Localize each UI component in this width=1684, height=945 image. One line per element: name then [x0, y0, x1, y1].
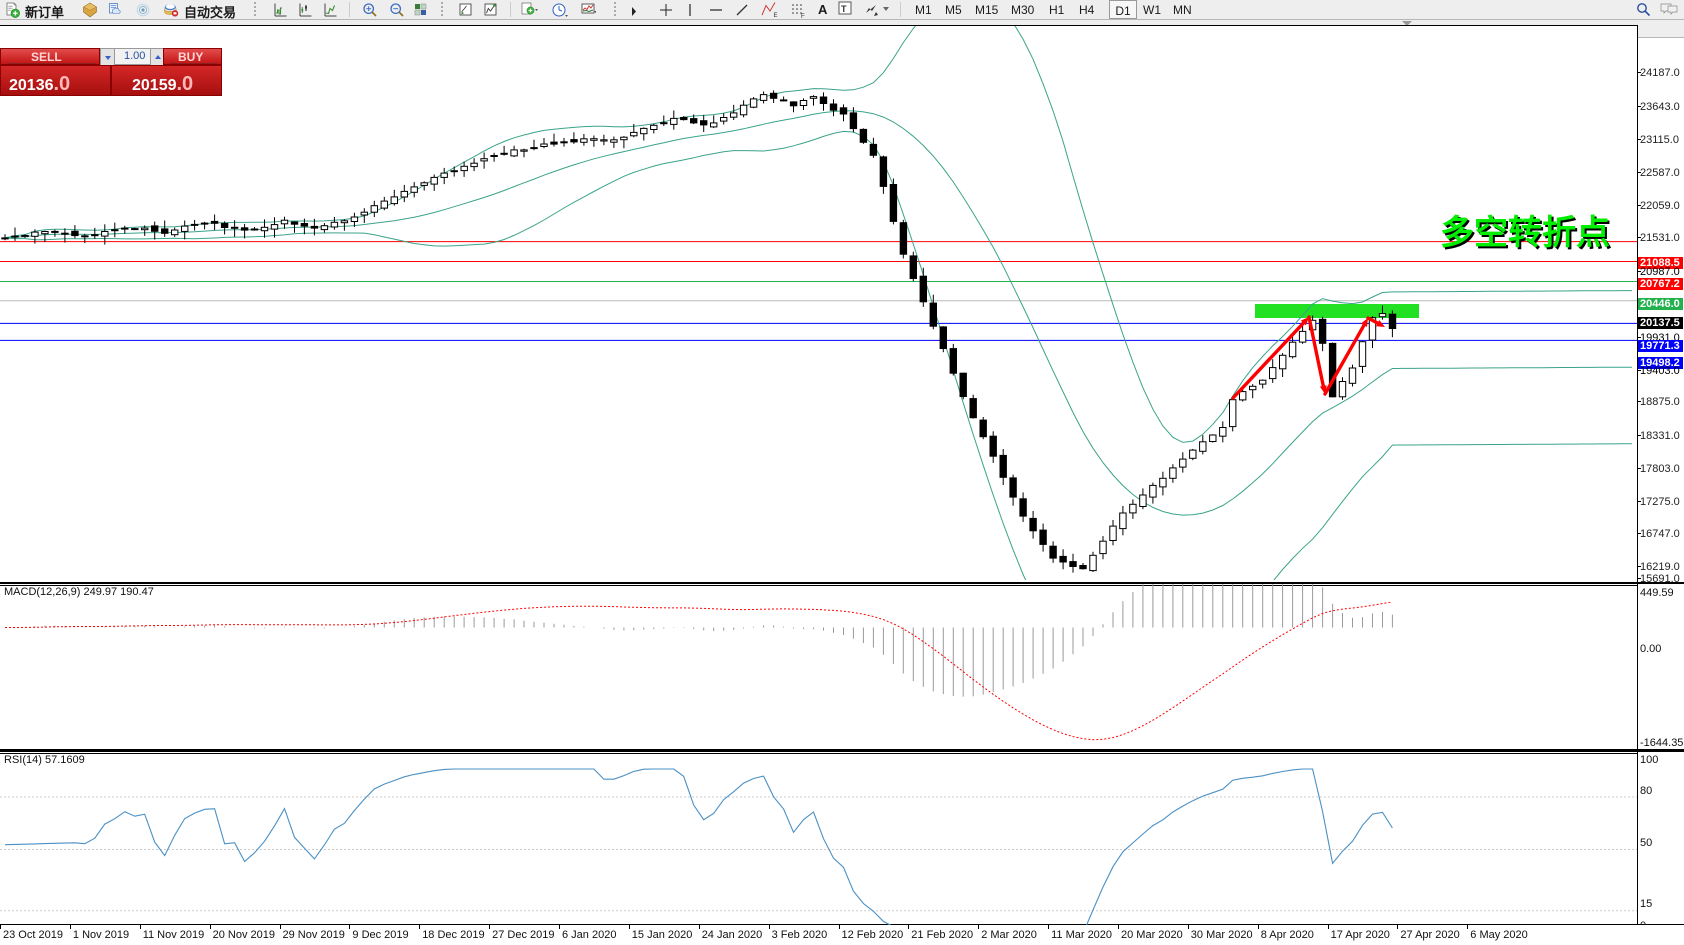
svg-text:E: E [774, 13, 778, 18]
svg-text:F: F [801, 14, 805, 18]
svg-text:T: T [841, 4, 847, 14]
svg-text:多空转折点: 多空转折点 [1440, 214, 1610, 252]
